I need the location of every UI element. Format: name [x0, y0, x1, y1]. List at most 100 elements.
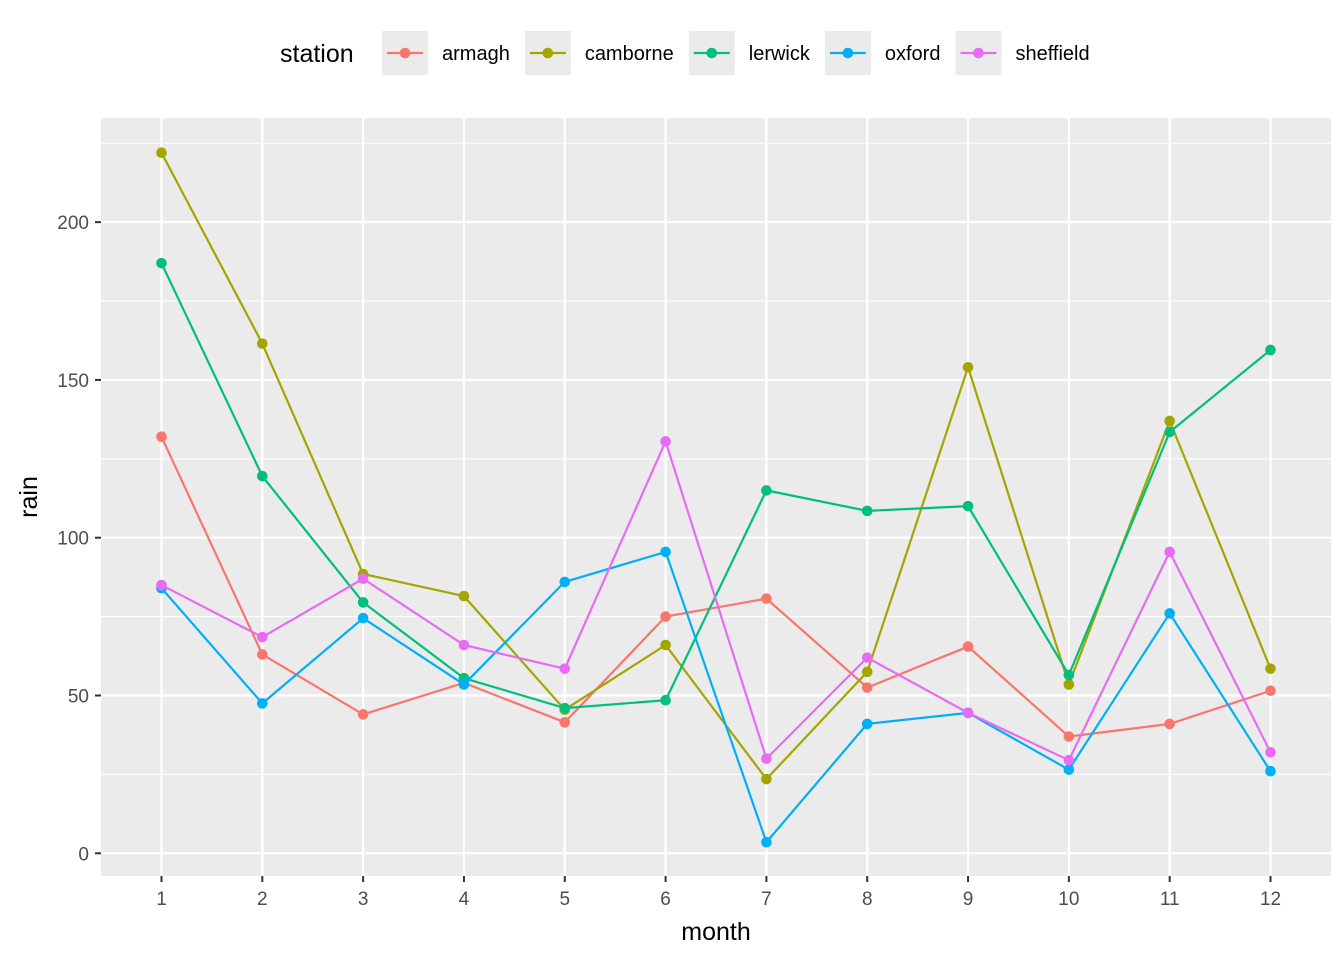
legend-key-point-camborne — [542, 47, 554, 59]
data-point-armagh — [357, 709, 369, 720]
series-line-camborne — [160, 152, 1272, 781]
y-tick-label: 50 — [68, 686, 89, 707]
series-oxford — [156, 546, 1276, 848]
x-tick-label: 9 — [963, 889, 974, 910]
x-tick-label: 7 — [761, 889, 772, 910]
y-axis-title: rain — [15, 476, 43, 518]
data-point-camborne — [458, 590, 470, 602]
series-camborne — [156, 147, 1276, 785]
y-tick-label: 0 — [78, 844, 89, 865]
x-tick-label: 6 — [660, 889, 671, 910]
data-point-oxford — [559, 576, 571, 588]
y-tick-label: 150 — [57, 371, 89, 392]
x-tick-label: 2 — [257, 889, 268, 910]
data-point-lerwick — [1063, 669, 1075, 681]
legend-item-lerwick: lerwick — [688, 31, 811, 75]
data-point-lerwick — [357, 597, 369, 608]
y-tick-label: 200 — [57, 213, 89, 234]
data-point-sheffield — [458, 639, 470, 651]
data-point-armagh — [1164, 718, 1175, 730]
legend-key-point-lerwick — [706, 47, 718, 59]
data-point-armagh — [761, 593, 772, 604]
data-point-camborne — [1063, 679, 1075, 690]
data-point-camborne — [1164, 415, 1175, 427]
series-lerwick — [156, 257, 1276, 714]
x-tick-label: 10 — [1058, 889, 1079, 910]
data-point-oxford — [1063, 764, 1075, 775]
plot-panel — [101, 118, 1331, 876]
data-point-lerwick — [1265, 344, 1276, 356]
data-point-oxford — [761, 836, 772, 848]
data-point-oxford — [1164, 608, 1175, 619]
data-point-camborne — [257, 338, 268, 349]
data-point-oxford — [357, 612, 369, 624]
data-point-oxford — [861, 718, 873, 730]
data-point-oxford — [660, 546, 671, 558]
legend: station armagh camborne lerwick oxford sheff… — [280, 31, 1090, 75]
series-line-sheffield — [160, 440, 1272, 762]
data-point-sheffield — [559, 663, 571, 674]
data-point-sheffield — [357, 573, 369, 585]
y-tick-label: 100 — [57, 529, 89, 550]
x-tick-label: 4 — [459, 889, 470, 910]
series-layer — [156, 147, 1276, 848]
legend-title: station — [280, 40, 354, 68]
legend-label-armagh: armagh — [442, 43, 510, 65]
data-point-oxford — [458, 679, 470, 690]
data-point-camborne — [1265, 663, 1276, 674]
data-point-armagh — [861, 682, 873, 693]
x-axis: 1 2 3 4 5 6 7 8 9 10 11 12 — [156, 876, 1281, 910]
data-point-armagh — [1265, 685, 1276, 697]
data-point-sheffield — [156, 579, 167, 591]
data-point-camborne — [962, 362, 974, 373]
x-tick-label: 1 — [156, 889, 167, 910]
series-line-armagh — [160, 436, 1271, 738]
data-point-camborne — [761, 773, 772, 785]
x-tick-label: 11 — [1160, 889, 1180, 910]
data-point-armagh — [962, 641, 974, 652]
data-point-lerwick — [257, 470, 268, 482]
data-point-sheffield — [660, 436, 671, 447]
data-point-sheffield — [1063, 754, 1075, 766]
legend-label-lerwick: lerwick — [749, 43, 811, 65]
legend-key-point-sheffield — [973, 47, 984, 59]
data-point-sheffield — [962, 707, 974, 719]
data-point-sheffield — [257, 631, 268, 643]
minor-gridlines — [101, 142, 1331, 775]
data-point-camborne — [861, 666, 873, 678]
data-point-armagh — [257, 649, 268, 660]
x-axis-title: month — [681, 918, 750, 946]
data-point-sheffield — [761, 753, 772, 764]
data-point-lerwick — [861, 505, 873, 517]
series-sheffield — [156, 436, 1276, 766]
data-point-sheffield — [861, 652, 873, 663]
data-point-sheffield — [1164, 546, 1175, 558]
series-line-oxford — [160, 550, 1272, 844]
x-tick-label: 3 — [358, 889, 369, 910]
legend-label-oxford: oxford — [885, 43, 941, 65]
x-tick-label: 8 — [862, 889, 873, 910]
data-point-lerwick — [761, 485, 772, 496]
data-point-lerwick — [660, 694, 671, 706]
data-point-camborne — [660, 639, 671, 651]
data-point-lerwick — [1164, 426, 1175, 438]
legend-label-camborne: camborne — [585, 43, 674, 65]
data-point-lerwick — [156, 257, 167, 269]
data-point-oxford — [1265, 765, 1276, 777]
data-point-oxford — [257, 698, 268, 709]
data-point-lerwick — [559, 702, 571, 714]
data-point-camborne — [156, 147, 167, 159]
legend-key-point-oxford — [842, 47, 854, 59]
series-line-lerwick — [160, 262, 1272, 710]
data-point-armagh — [559, 717, 571, 728]
data-point-armagh — [156, 431, 167, 443]
legend-label-sheffield: sheffield — [1015, 43, 1089, 65]
data-point-sheffield — [1265, 746, 1276, 758]
data-point-armagh — [660, 611, 671, 622]
y-axis: 0 50 100 150 200 — [57, 213, 101, 865]
legend-item-camborne: camborne — [524, 31, 674, 75]
legend-item-oxford: oxford — [824, 31, 941, 75]
x-tick-label: 12 — [1260, 889, 1281, 910]
legend-key-point-armagh — [399, 47, 411, 59]
